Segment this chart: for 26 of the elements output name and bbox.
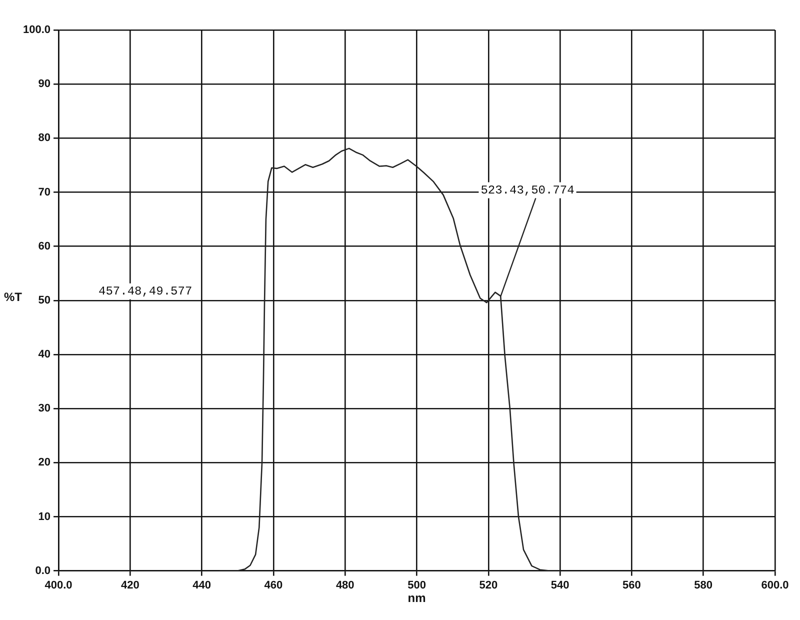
y-tick-label: 40 — [38, 348, 51, 361]
x-tick-label: 420 — [120, 579, 140, 592]
y-tick-label: 90 — [38, 78, 51, 90]
x-tick-label: 520 — [479, 579, 498, 592]
y-tick-label: 0.0 — [35, 564, 51, 577]
y-tick-label: 80 — [38, 132, 51, 144]
y-tick-label: 20 — [38, 456, 51, 469]
y-tick-label: 10 — [38, 510, 51, 523]
annotation: 523.43,50.774 — [480, 183, 574, 198]
x-tick-label: 500 — [408, 579, 426, 592]
y-axis-title: %T — [4, 290, 23, 304]
x-tick-label: 460 — [264, 579, 283, 592]
y-tick-label: 100.0 — [22, 24, 51, 36]
x-tick-label: 600.0 — [761, 579, 789, 592]
y-tick-label: 30 — [38, 402, 51, 415]
annotation: 457.48,49.577 — [98, 284, 192, 299]
y-tick-label: 60 — [38, 240, 51, 252]
y-tick-label: 50 — [38, 294, 51, 306]
x-axis-title: nm — [408, 591, 426, 606]
x-tick-label: 580 — [694, 579, 713, 592]
x-tick-label: 440 — [192, 579, 211, 592]
x-tick-label: 540 — [550, 579, 570, 592]
x-tick-label: 400.0 — [44, 579, 72, 592]
x-tick-label: 560 — [622, 579, 641, 592]
x-tick-label: 480 — [336, 579, 354, 592]
y-tick-label: 70 — [38, 186, 51, 198]
